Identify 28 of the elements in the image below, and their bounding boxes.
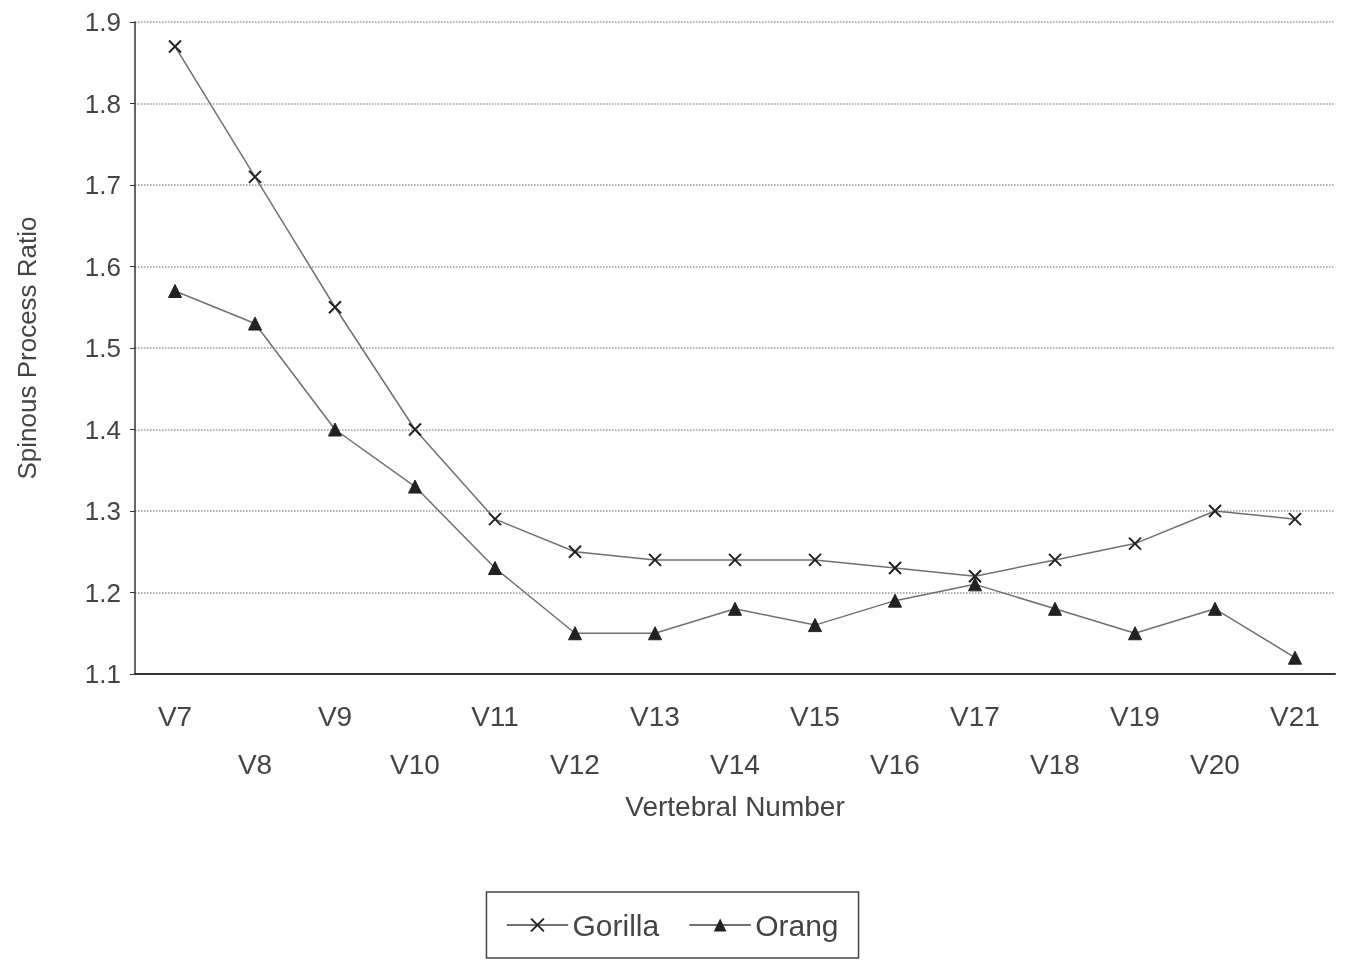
x-tick-label: V8	[237, 748, 273, 780]
x-tick-label: V15	[790, 700, 840, 732]
x-tick-label: V19	[1110, 700, 1160, 732]
y-tick-label: 1.7	[84, 170, 121, 200]
y-tick-label: 1.9	[84, 7, 121, 37]
y-tick-label: 1.2	[84, 577, 121, 608]
x-tick-label: V7	[157, 700, 193, 732]
x-tick-label: V16	[870, 748, 920, 780]
x-tick-label: V17	[950, 700, 1000, 732]
x-tick-label: V10	[390, 748, 440, 780]
x-tick-label: V12	[550, 748, 600, 780]
y-tick-label: 1.1	[84, 659, 121, 689]
y-tick-label: 1.3	[84, 496, 121, 526]
legend-label: Gorilla	[572, 908, 660, 942]
y-tick-label: 1.6	[84, 251, 121, 282]
x-axis-title: Vertebral Number	[625, 791, 845, 823]
x-tick-label: V18	[1030, 748, 1080, 780]
x-tick-label: V21	[1270, 700, 1320, 732]
x-tick-label: V9	[317, 700, 353, 732]
y-tick-label: 1.5	[84, 333, 121, 363]
x-tick-label: V14	[710, 748, 760, 780]
y-tick-label: 1.4	[84, 414, 121, 445]
x-tick-label: V11	[471, 700, 519, 732]
x-tick-label: V20	[1190, 748, 1240, 780]
x-tick-label: V13	[630, 700, 680, 732]
legend-label: Orang	[755, 908, 839, 942]
y-tick-label: 1.8	[84, 88, 121, 119]
y-axis-title: Spinous Process Ratio	[12, 216, 42, 480]
